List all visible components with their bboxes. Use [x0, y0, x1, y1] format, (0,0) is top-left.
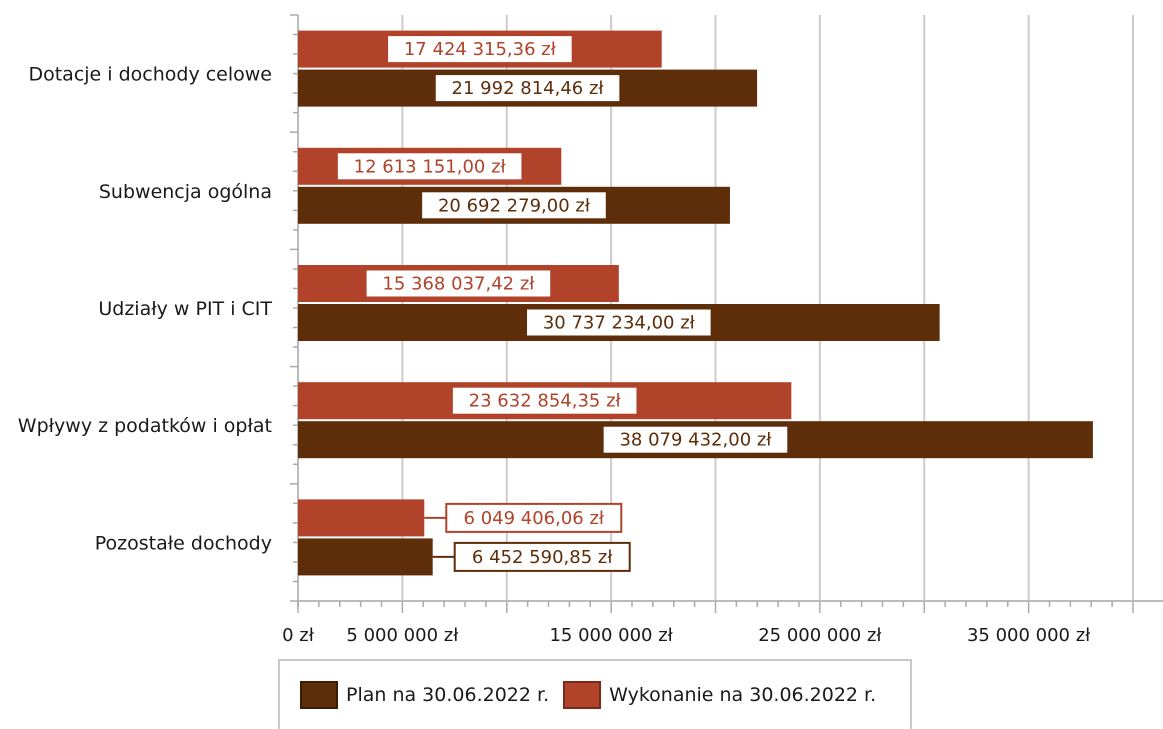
data-label-box [525, 307, 713, 338]
data-label-box [453, 541, 631, 572]
x-tick-label: 25 000 000 zł [758, 625, 882, 646]
data-label: 20 692 279,00 zł [438, 195, 591, 216]
data-label: 30 737 234,00 zł [543, 313, 696, 334]
legend-swatch-wykonanie [563, 681, 602, 709]
data-label: 6 452 590,85 zł [472, 547, 613, 568]
category-label: Udziały w PIT i CIT [98, 298, 272, 320]
legend-item-wykonanie: Wykonanie na 30.06.2022 r. [563, 681, 876, 709]
bars [298, 30, 1093, 576]
x-tick-label: 35 000 000 zł [967, 625, 1091, 646]
data-label: 15 368 037,42 zł [382, 274, 535, 295]
legend-label-wykonanie: Wykonanie na 30.06.2022 r. [609, 684, 877, 706]
data-label: 12 613 151,00 zł [354, 156, 507, 177]
data-label: 6 049 406,06 zł [464, 508, 605, 529]
x-tick-label: 0 zł [282, 625, 315, 646]
legend-label-plan: Plan na 30.06.2022 r. [346, 684, 550, 706]
legend-swatch-plan [300, 681, 338, 709]
data-label-box [433, 73, 622, 104]
data-label-box [601, 424, 790, 455]
category-label: Pozostałe dochody [95, 532, 272, 554]
x-tick-labels: 0 zł 5 000 000 zł 15 000 000 zł 25 000 000 … [282, 625, 1091, 646]
category-label: Subwencja ogólna [99, 181, 272, 203]
data-label-box [364, 268, 553, 299]
category-label: Dotacje i dochody celowe [28, 64, 272, 86]
data-label: 17 424 315,36 zł [404, 39, 557, 60]
data-label-box [450, 385, 639, 416]
category-labels: Dotacje i dochody celowe Subwencja ogólna… [18, 64, 273, 555]
data-label: 38 079 432,00 zł [619, 430, 772, 451]
data-label-box [335, 151, 524, 182]
data-label-box [445, 502, 623, 533]
legend-item-plan: Plan na 30.06.2022 r. [300, 681, 549, 709]
data-label: 23 632 854,35 zł [469, 391, 622, 412]
category-label: Wpływy z podatków i opłat [18, 415, 272, 437]
bar-plan [298, 538, 433, 576]
legend: Plan na 30.06.2022 r. Wykonanie na 30.06… [278, 659, 912, 729]
data-label-box [420, 190, 608, 221]
x-tick-label: 5 000 000 zł [346, 625, 459, 646]
data-label: 21 992 814,46 zł [452, 78, 605, 99]
data-labels: 17 424 315,36 zł 21 992 814,46 zł 12 613 1… [335, 34, 790, 572]
x-tick-label: 15 000 000 zł [549, 625, 673, 646]
bar-chart: Dotacje i dochody celowe Subwencja ogólna… [18, 14, 1163, 646]
bar-wykonanie [298, 499, 425, 537]
data-label-box [386, 34, 574, 65]
